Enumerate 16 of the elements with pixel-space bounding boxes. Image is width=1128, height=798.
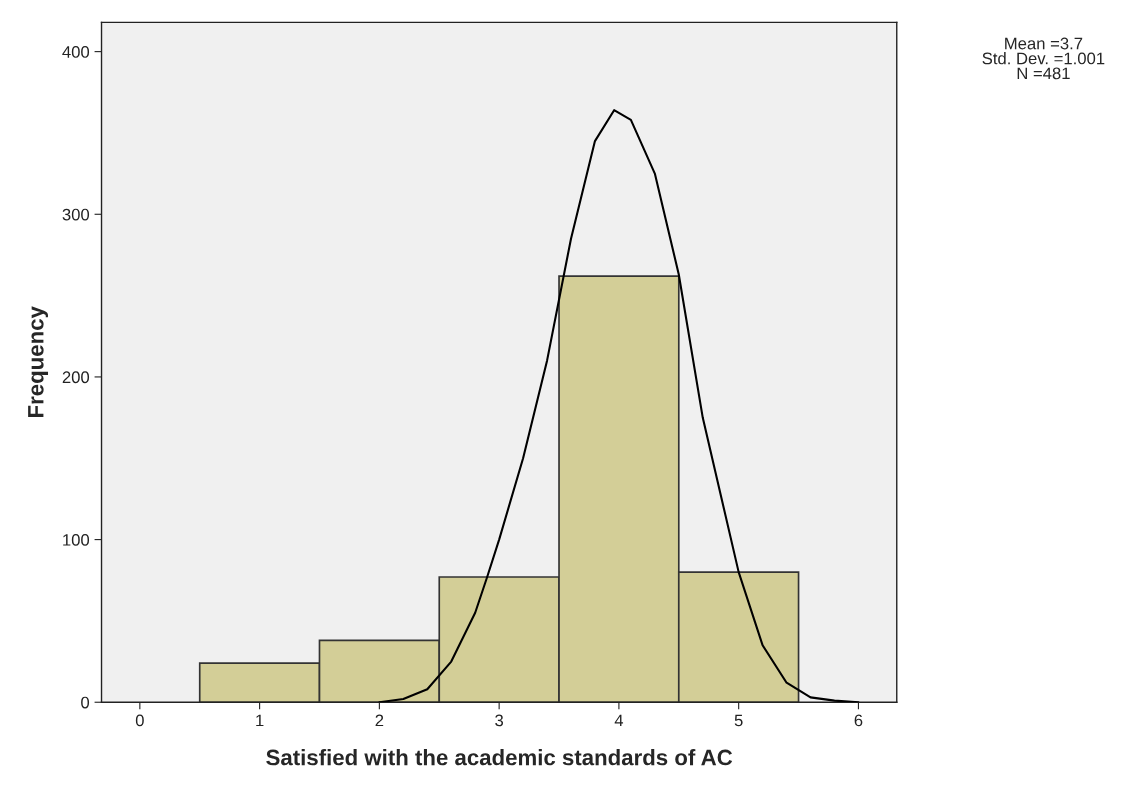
text: Mean =3.7 Std. Dev. =1.001 N =481 — [982, 37, 1105, 80]
x-tick-label: 2 — [375, 714, 384, 727]
y-tick-label: 0 — [81, 696, 90, 709]
y-tick-label: 400 — [62, 46, 90, 58]
y-tick-label: 300 — [62, 208, 90, 221]
x-tick-label: 4 — [614, 714, 624, 727]
x-axis-title: Satisfied with the academic standards of AC — [266, 749, 733, 766]
x-tick-label: 6 — [854, 714, 863, 727]
x-tick-label: 0 — [135, 714, 144, 727]
y-tick-label: 200 — [62, 371, 90, 384]
y-axis-title: Frequency — [28, 306, 49, 417]
x-tick-label: 5 — [734, 714, 743, 727]
line-series — [378, 109, 860, 703]
x-tick-label: 3 — [495, 714, 504, 727]
x-tick-label: 1 — [256, 714, 264, 727]
y-tick-label: 100 — [63, 533, 90, 546]
